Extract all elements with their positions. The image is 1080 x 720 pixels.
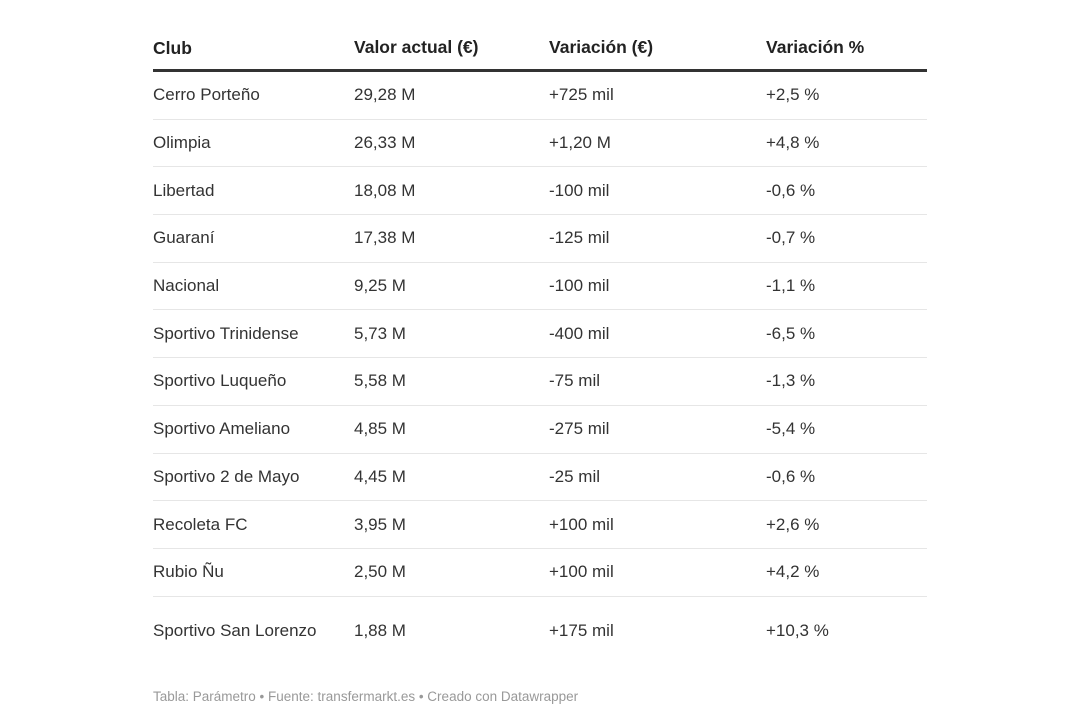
- variacion-pct-cell: +10,3 %: [766, 620, 829, 640]
- table-row: Olimpia 26,33 M +1,20 M +4,8 %: [153, 120, 927, 168]
- header-valor-actual[interactable]: Valor actual (€): [354, 37, 479, 57]
- variacion-pct-cell: -0,7 %: [766, 228, 816, 248]
- club-cell: Sportivo Trinidense: [153, 323, 299, 343]
- club-cell: Olimpia: [153, 133, 211, 153]
- table-header: Club Valor actual (€) Variación (€) Vari…: [153, 30, 927, 72]
- table-row: Sportivo Luqueño 5,58 M -75 mil -1,3 %: [153, 358, 927, 406]
- source-footer: Tabla: Parámetro • Fuente: transfermarkt…: [153, 689, 579, 704]
- data-table: Club Valor actual (€) Variación (€) Vari…: [153, 30, 927, 665]
- table-row: Sportivo Ameliano 4,85 M -275 mil -5,4 %: [153, 406, 927, 454]
- club-cell: Rubio Ñu: [153, 562, 224, 582]
- club-cell: Sportivo Luqueño: [153, 371, 287, 391]
- variacion-pct-cell: +4,2 %: [766, 562, 820, 582]
- variacion-pct-cell: +2,6 %: [766, 514, 820, 534]
- table-row: Cerro Porteño 29,28 M +725 mil +2,5 %: [153, 72, 927, 120]
- variacion-eur-cell: -75 mil: [549, 371, 601, 391]
- table-row: Sportivo 2 de Mayo 4,45 M -25 mil -0,6 %: [153, 454, 927, 502]
- valor-cell: 4,85 M: [354, 419, 406, 439]
- club-cell: Sportivo 2 de Mayo: [153, 466, 300, 486]
- table-body: Cerro Porteño 29,28 M +725 mil +2,5 % Olimpi…: [153, 72, 927, 665]
- variacion-pct-cell: +4,8 %: [766, 133, 820, 153]
- header-variacion-pct[interactable]: Variación %: [766, 37, 865, 57]
- variacion-eur-cell: +100 mil: [549, 562, 614, 582]
- table-row: Sportivo San Lorenzo 1,88 M +175 mil +10,3 …: [153, 597, 927, 665]
- variacion-eur-cell: -275 mil: [549, 419, 610, 439]
- club-cell: Sportivo San Lorenzo: [153, 620, 317, 640]
- valor-cell: 5,73 M: [354, 323, 406, 343]
- valor-cell: 5,58 M: [354, 371, 406, 391]
- table-row: Nacional 9,25 M -100 mil -1,1 %: [153, 263, 927, 311]
- table-row: Recoleta FC 3,95 M +100 mil +2,6 %: [153, 501, 927, 549]
- valor-cell: 9,25 M: [354, 276, 406, 296]
- variacion-pct-cell: -0,6 %: [766, 180, 816, 200]
- club-cell: Libertad: [153, 180, 215, 200]
- variacion-eur-cell: +1,20 M: [549, 133, 611, 153]
- header-variacion-eur[interactable]: Variación (€): [549, 37, 654, 57]
- valor-cell: 3,95 M: [354, 514, 406, 534]
- club-cell: Recoleta FC: [153, 514, 248, 534]
- variacion-eur-cell: -100 mil: [549, 180, 610, 200]
- variacion-pct-cell: -1,1 %: [766, 276, 816, 296]
- valor-cell: 29,28 M: [354, 85, 416, 105]
- table-row: Libertad 18,08 M -100 mil -0,6 %: [153, 167, 927, 216]
- valor-cell: 2,50 M: [354, 562, 406, 582]
- valor-cell: 26,33 M: [354, 133, 416, 153]
- variacion-pct-cell: -1,3 %: [766, 371, 816, 391]
- variacion-eur-cell: +175 mil: [549, 620, 614, 640]
- club-cell: Guaraní: [153, 228, 215, 248]
- variacion-eur-cell: -400 mil: [549, 323, 610, 343]
- variacion-eur-cell: -125 mil: [549, 228, 610, 248]
- variacion-pct-cell: +2,5 %: [766, 85, 820, 105]
- club-cell: Sportivo Ameliano: [153, 419, 291, 439]
- valor-cell: 18,08 M: [354, 180, 416, 200]
- valor-cell: 17,38 M: [354, 228, 416, 248]
- club-cell: Cerro Porteño: [153, 85, 260, 105]
- variacion-eur-cell: -25 mil: [549, 466, 601, 486]
- club-cell: Nacional: [153, 276, 220, 296]
- valor-cell: 4,45 M: [354, 466, 406, 486]
- variacion-pct-cell: -6,5 %: [766, 323, 816, 343]
- table-row: Rubio Ñu 2,50 M +100 mil +4,2 %: [153, 549, 927, 597]
- variacion-eur-cell: -100 mil: [549, 276, 610, 296]
- table-row: Sportivo Trinidense 5,73 M -400 mil -6,5 %: [153, 310, 927, 359]
- variacion-pct-cell: -0,6 %: [766, 466, 816, 486]
- valor-cell: 1,88 M: [354, 620, 406, 640]
- variacion-eur-cell: +100 mil: [549, 514, 614, 534]
- variacion-eur-cell: +725 mil: [549, 85, 614, 105]
- header-club[interactable]: Club: [153, 37, 192, 58]
- variacion-pct-cell: -5,4 %: [766, 419, 816, 439]
- table-row: Guaraní 17,38 M -125 mil -0,7 %: [153, 215, 927, 263]
